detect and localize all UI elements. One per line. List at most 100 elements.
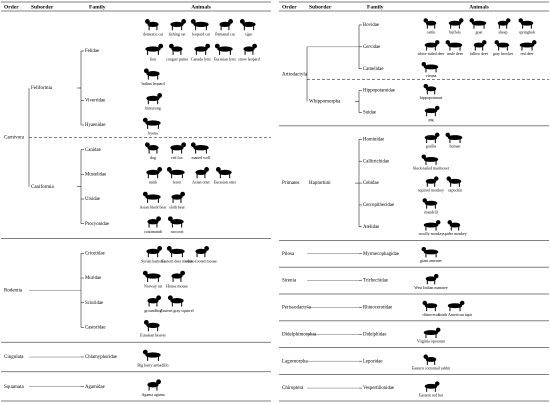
animal-name: squirrel monkey [418,187,444,192]
family-name: Leporidae [363,359,382,364]
icon-body [447,42,463,48]
animal-icon [170,19,187,31]
icon-head [435,327,441,333]
animal-name: Asian otter [192,180,210,185]
animal-name: mule deer [447,51,464,56]
order-name: Sirenia [282,279,297,284]
animal-name: leopard cat [192,32,211,37]
animal-icon [169,43,183,55]
animal-icon [424,381,440,392]
animal-icon [518,18,534,29]
icon-body [424,42,438,48]
animal-name: Eastern red bat [419,392,444,397]
icon-head [434,176,439,181]
order-name: Cingulata [4,355,24,360]
animal-icon [145,19,159,31]
order-name: Carnivora [4,135,25,140]
animal-icon [194,43,211,55]
animal-name: giant anteater [420,258,442,263]
icon-body [425,276,437,282]
icon-head [445,40,451,45]
animal-icon [147,295,161,307]
animal-name: white-tailed deer [418,51,446,56]
animal-name: fallow deer [470,51,489,56]
family-name: Vespertilionidae [363,386,394,391]
animal-icon [146,246,163,258]
column-header: Animals [469,4,489,10]
animal-name: red deer [521,51,535,56]
column-header: Suborder [31,4,54,10]
icon-body [146,95,160,102]
icon-body [520,20,534,26]
icon-head [166,167,172,172]
animal-icon [424,105,440,117]
icon-head [142,349,148,355]
icon-body [425,178,437,184]
animal-icon [469,18,487,29]
animal-icon [145,142,159,154]
animal-name: hippopotamus [420,95,443,100]
animal-name: domestic cat [143,32,164,37]
column-header: Suborder [309,4,332,10]
animal-icon [421,246,439,258]
family-name: Ursidae [85,197,100,202]
column-header: Family [367,4,384,10]
icon-body [471,20,487,26]
icon-head [143,68,149,74]
icon-head [434,40,440,45]
animal-icon [190,19,209,31]
animal-name: gorilla [426,144,437,149]
family-name: Felidae [85,49,99,54]
icon-body [194,46,208,52]
icon-body [424,108,438,114]
animal-name: gray brocket [493,51,514,56]
icon-body [425,86,437,92]
family-name: Procyonidae [85,222,109,227]
icon-body [171,273,183,279]
animal-name: woolly monkey [419,231,444,236]
icon-head [446,176,452,181]
animal-name: white-footed mouse [185,259,217,264]
animal-icon [423,83,437,95]
icon-body [423,222,439,228]
family-name: Atelidae [363,225,379,230]
animal-icon [219,19,233,31]
icon-head [190,142,196,148]
animal-icon [147,379,161,391]
animal-name: tiger [245,32,253,37]
order-name: Artiodactyla [282,72,308,77]
icon-head [157,93,163,98]
icon-body [425,356,437,362]
animal-name: Pantanal cat [215,32,235,37]
animal-icon [473,40,487,51]
icon-head [180,191,185,197]
icon-head [434,132,440,138]
animal-name: South American tapir [438,312,473,317]
icon-head [506,18,511,23]
icon-body [424,383,438,389]
column-header: Order [4,4,19,10]
animal-icon [447,220,461,231]
icon-body [423,330,439,336]
icon-body [448,20,462,26]
family-name: Hyaenidae [85,123,106,128]
animal-icon [171,270,185,282]
icon-body [145,120,161,126]
animal-name: Virginia opossum [417,339,446,344]
family-name: Canidae [85,148,101,153]
animal-name: Canada lynx [191,56,211,61]
family-name: Castoridae [85,325,106,330]
column-header: Animals [191,4,211,10]
icon-body [425,20,437,26]
icon-head [239,19,245,24]
animal-icon [422,198,438,209]
animal-name: vicuna [426,73,437,78]
icon-head [205,43,211,49]
icon-body [193,145,209,151]
icon-body [217,46,233,52]
family-name: Didelphidae [363,332,386,337]
icon-head [434,273,439,279]
animal-icon [166,246,185,258]
column-header: Family [89,4,106,10]
family-name: Bovidae [363,23,379,28]
